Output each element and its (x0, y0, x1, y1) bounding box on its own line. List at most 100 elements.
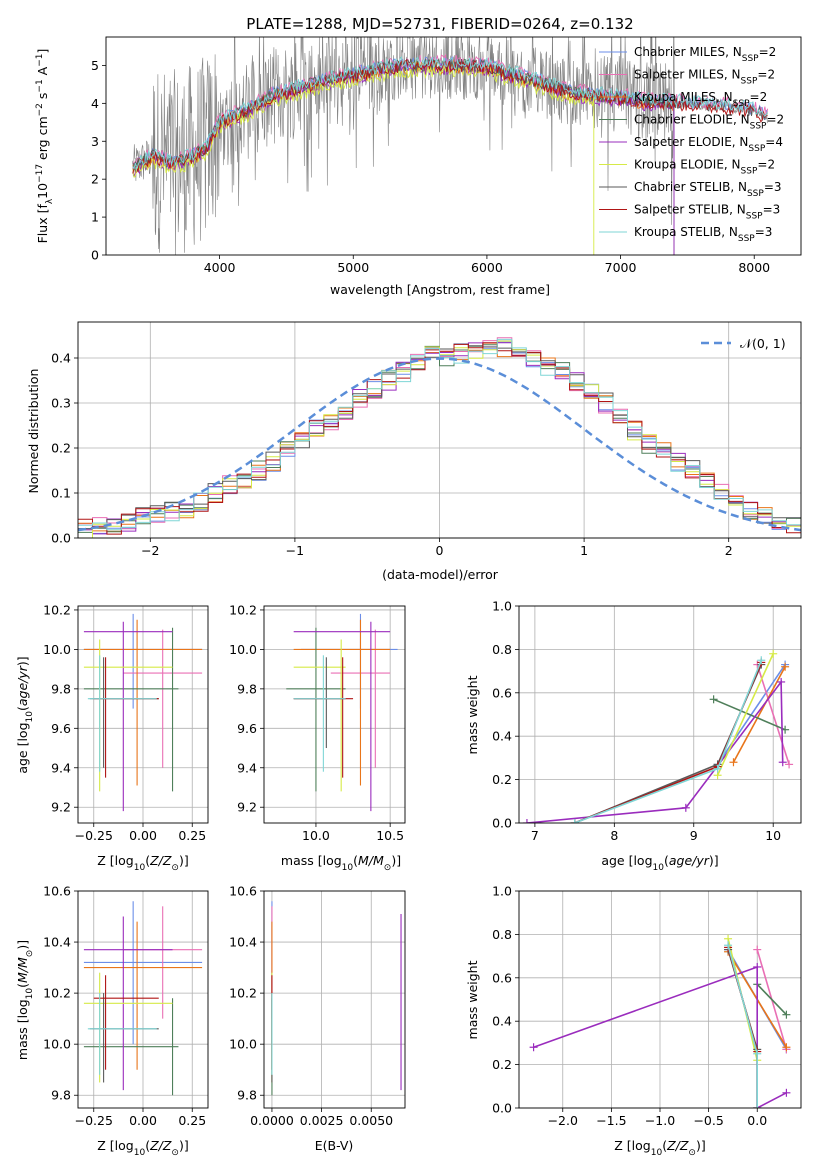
x-tick-label: 0.00 (129, 828, 157, 843)
y-axis-label: mass weight (465, 960, 480, 1039)
weight-vs-metallicity-panel: −2.0 −1.5 −1.0 −0.5 0.0 0.0 0.2 0.4 0.6 0.8 1.0 Z [… (465, 884, 802, 1158)
label-part: Z [log (97, 853, 133, 868)
x-tick-label: −0.5 (693, 1113, 723, 1128)
x-tick-label: −0.25 (75, 828, 113, 843)
label-part: age/yr (669, 853, 710, 868)
weight-line (732, 666, 786, 763)
label-part: 10 (653, 863, 665, 873)
label-part: )] (696, 1138, 706, 1153)
x-tick-label: 0.25 (178, 1113, 206, 1128)
label-part: ( (145, 853, 150, 868)
label-part: =2 (759, 45, 777, 59)
label-part: ( (15, 706, 30, 711)
y-tick-label: 9.8 (237, 681, 257, 696)
legend-entry: Kroupa STELIB, NSSP=3 (634, 225, 772, 244)
x-tick-label: 0.00 (129, 1113, 157, 1128)
legend-entry: Salpeter MILES, NSSP=2 (634, 68, 775, 87)
y-tick-label: 1.0 (492, 884, 512, 899)
y-tick-label: 10.6 (229, 884, 257, 899)
x-tick-label: 9 (690, 828, 698, 843)
label-part: SSP (748, 144, 765, 154)
x-tick-label: 6000 (471, 260, 503, 275)
x-tick-label: 1 (580, 543, 588, 558)
y-tick-label: 10.2 (43, 602, 71, 617)
weight-line (756, 983, 787, 1016)
label-part: M/M (15, 957, 30, 983)
spectrum-panel: 4000 5000 6000 7000 8000 0 1 2 3 4 5 wavelength [An… (35, 36, 802, 297)
x-tick-label: 0.0025 (300, 1113, 344, 1128)
y-tick-label: 4 (91, 96, 99, 111)
label-part: 10 (342, 863, 354, 873)
label-part: =2 (750, 90, 768, 104)
label-part: Chabrier ELODIE, N (634, 113, 750, 127)
x-tick-label: 10 (765, 828, 781, 843)
label-part: SSP (746, 212, 763, 222)
age-vs-mass-panel: 10.0 10.5 9.2 9.4 9.6 9.8 10.0 10.2 mass [log10(… (229, 602, 406, 873)
axes-frame (263, 890, 406, 1109)
label-part: Kroupa MILES, N (634, 90, 733, 104)
x-tick-label: 0.0 (747, 1113, 767, 1128)
label-part: ( (662, 1138, 667, 1153)
label-part: Z/Z (149, 1138, 172, 1153)
label-part: 10 (25, 988, 35, 1000)
weight-line (526, 679, 784, 823)
y-tick-label: 10.0 (229, 642, 257, 657)
y-tick-label: 0 (91, 248, 99, 263)
y-tick-label: 9.2 (51, 800, 71, 815)
legend-entry: Chabrier MILES, NSSP=2 (634, 45, 776, 64)
y-tick-label: 0.6 (492, 970, 512, 985)
y-tick-label: 10.2 (229, 986, 257, 1001)
normal-curve (78, 357, 801, 532)
label-part: )] (391, 853, 401, 868)
label-part: ( (664, 853, 669, 868)
label-part: 10 (651, 1148, 663, 1158)
label-part: A (35, 66, 50, 79)
x-tick-label: 8000 (738, 260, 770, 275)
grid (519, 890, 801, 1109)
y-tick-label: 9.4 (237, 760, 257, 775)
label-part: SSP (741, 167, 758, 177)
label-part: )] (179, 1138, 189, 1153)
y-tick-label: 10.0 (43, 1037, 71, 1052)
x-tick-label: 0.0000 (250, 1113, 294, 1128)
x-axis-label: Z [log10(Z/Z⊙)] (97, 853, 188, 873)
y-tick-label: 9.6 (237, 721, 257, 736)
label-part: ⊙ (171, 863, 179, 873)
model-line (132, 59, 768, 174)
legend-entry: Salpeter ELODIE, NSSP=4 (634, 135, 783, 154)
mass-vs-metallicity-panel: −0.25 0.00 0.259.810.010.210.410.6Z [log10… (15, 884, 209, 1158)
x-axis-label: (data-model)/error (382, 567, 499, 582)
y-tick-label: 5 (91, 58, 99, 73)
label-part: M/M (358, 853, 384, 868)
legend-entry: Salpeter STELIB, NSSP=3 (634, 203, 780, 222)
y-tick-label: 0.4 (492, 1014, 512, 1029)
label-part: =2 (757, 158, 775, 172)
legend-entry: Kroupa ELODIE, NSSP=2 (634, 158, 775, 177)
label-part: Z/Z (666, 1138, 689, 1153)
label-part: SSP (750, 122, 767, 132)
x-tick-label: −1.5 (596, 1113, 626, 1128)
label-part: age [log (601, 853, 652, 868)
label-part: ( (353, 853, 358, 868)
grid (264, 890, 405, 1108)
y-tick-label: 0.4 (51, 351, 71, 366)
x-tick-label: −1.0 (645, 1113, 675, 1128)
y-tick-label: 2 (91, 172, 99, 187)
plot-area (286, 613, 398, 812)
y-tick-label: 10.4 (43, 935, 71, 950)
label-part: ( (15, 983, 30, 988)
label-part: )] (709, 853, 719, 868)
label-part: Salpeter STELIB, N (634, 203, 746, 217)
y-tick-label: 10.2 (43, 986, 71, 1001)
x-tick-label: −0.25 (75, 1113, 113, 1128)
label-part: SSP (742, 54, 759, 64)
label-part: −2 (35, 103, 45, 116)
x-axis-label: E(B-V) (315, 1138, 354, 1153)
y-tick-label: 0.6 (492, 685, 512, 700)
plot-area (529, 934, 791, 1108)
grid (78, 890, 208, 1108)
label-part: 10 (25, 711, 35, 723)
label-part: SSP (738, 234, 755, 244)
label-part: =2 (757, 68, 775, 82)
